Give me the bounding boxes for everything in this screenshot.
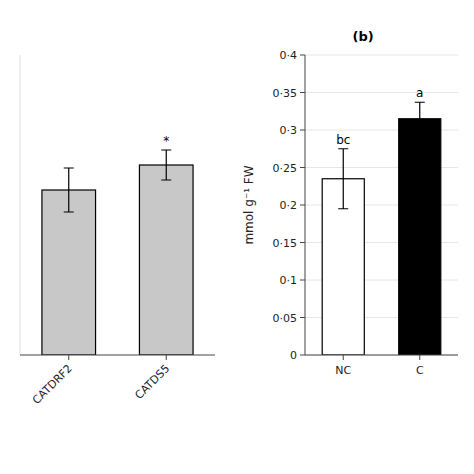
marks: [322, 102, 441, 355]
y-axis-line: [20, 55, 21, 355]
x-tick-label: C: [416, 364, 424, 377]
x-tick: [166, 355, 167, 360]
y-tick: [300, 317, 305, 318]
y-tick-label: 0·4: [280, 49, 298, 62]
y-tick-label: 0: [290, 349, 297, 362]
panel-title: (b): [353, 29, 374, 44]
x-tick: [343, 355, 344, 360]
bar: [42, 190, 96, 355]
grid-line: [305, 92, 458, 93]
y-tick: [300, 205, 305, 206]
x-tick: [68, 355, 69, 360]
y-tick-label: 0·3: [280, 124, 298, 137]
x-tick: [419, 355, 420, 360]
y-tick: [300, 92, 305, 93]
figure: * CATDRF2 CATDS5 0 0·05 0·1 0·15 0·2 0·25 0·3 0·35…: [0, 0, 474, 474]
y-tick: [300, 355, 305, 356]
error-bar: [338, 149, 348, 209]
y-tick: [300, 167, 305, 168]
y-tick-label: 0·35: [273, 87, 298, 100]
grid-line: [305, 355, 458, 356]
error-bar: [415, 102, 425, 135]
y-tick: [300, 130, 305, 131]
y-tick: [300, 280, 305, 281]
annotation: bc: [336, 133, 350, 147]
x-tick-label: NC: [335, 364, 351, 377]
y-tick-label: 0·25: [273, 162, 298, 175]
error-bar: [64, 168, 74, 212]
panel-0: * CATDRF2 CATDS5: [20, 55, 215, 407]
y-tick-label: 0·2: [280, 199, 298, 212]
x-tick-label: CATDS5: [132, 362, 172, 402]
grid-line: [305, 55, 458, 56]
bar: [399, 119, 441, 355]
y-tick-label: 0·05: [273, 312, 298, 325]
annotation: a: [416, 86, 423, 100]
bar: [139, 165, 193, 355]
annotation: *: [163, 134, 169, 148]
y-axis-label: mmol g⁻¹ FW: [242, 165, 256, 244]
y-tick-label: 0·1: [280, 274, 298, 287]
x-axis-line: [305, 355, 458, 356]
y-axis-line: [305, 55, 306, 355]
panel-1: 0 0·05 0·1 0·15 0·2 0·25 0·3 0·35 0·4 mmol g⁻¹ FW…: [242, 29, 458, 377]
y-tick: [300, 55, 305, 56]
error-bar: [161, 150, 171, 180]
x-axis-line: [20, 355, 215, 356]
y-tick-label: 0·15: [273, 237, 298, 250]
marks: [42, 150, 193, 355]
y-tick: [300, 242, 305, 243]
x-tick-label: CATDRF2: [30, 362, 75, 407]
